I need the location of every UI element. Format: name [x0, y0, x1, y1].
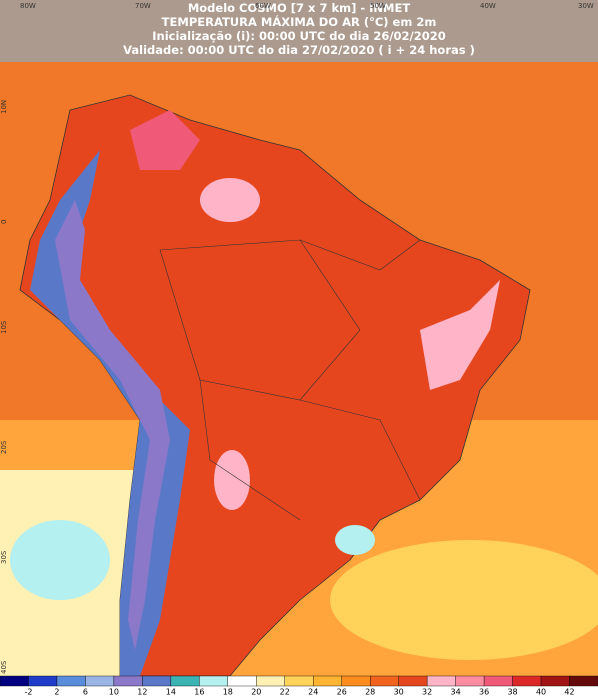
lat-label: 20S: [0, 440, 8, 454]
colorbar-swatch: [341, 675, 371, 687]
colorbar-label: 10: [109, 688, 119, 697]
lon-label: 50W: [370, 2, 386, 10]
hot-paraguay: [214, 450, 250, 510]
hot-north: [130, 110, 200, 170]
colorbar-label: 2: [54, 688, 59, 697]
colorbar-label: 18: [223, 688, 233, 697]
colorbar-label: 24: [308, 688, 318, 697]
colorbar-swatch: [426, 675, 456, 687]
header-line: Modelo COSMO [7 x 7 km] - INMET: [188, 1, 411, 15]
lon-label: 70W: [135, 2, 151, 10]
colorbar-swatch: [28, 675, 58, 687]
colorbar-label: 20: [251, 688, 261, 697]
colorbar-label: 40: [536, 688, 546, 697]
colorbar-swatch: [569, 675, 598, 687]
header-line: Inicialização (i): 00:00 UTC do dia 26/0…: [152, 29, 446, 43]
colorbar-label: 12: [137, 688, 147, 697]
colorbar-label: 42: [564, 688, 574, 697]
colorbar-swatch: [170, 675, 200, 687]
header-line: TEMPERATURA MÁXIMA DO AR (°C) em 2m: [162, 14, 437, 29]
lat-label: 40S: [0, 660, 8, 674]
colorbar-swatch: [85, 675, 115, 687]
colorbar-swatch: [199, 675, 229, 687]
lat-label: 10N: [0, 100, 8, 114]
colorbar-swatch: [227, 675, 257, 687]
border: [199, 239, 421, 521]
colorbar-swatch: [142, 675, 172, 687]
colorbar-swatch: [455, 675, 485, 687]
lon-label: 60W: [255, 2, 271, 10]
colorbar-label: 30: [394, 688, 404, 697]
header-band: [0, 0, 598, 62]
colorbar-swatch: [313, 675, 342, 687]
colorbar-label: 26: [337, 688, 347, 697]
lon-label: 80W: [20, 2, 36, 10]
andes-colder: [55, 200, 170, 650]
colorbar-swatch: [483, 675, 513, 687]
colorbar-label: 38: [507, 688, 517, 697]
colorbar-swatch: [0, 675, 29, 687]
lon-label: 30W: [578, 2, 594, 10]
colorbar-label: 36: [479, 688, 489, 697]
hot-northeast: [420, 280, 500, 390]
hot-guiana: [200, 178, 260, 222]
atlantic-cool: [330, 540, 598, 660]
colorbar-label: 34: [451, 688, 461, 697]
colorbar-swatch: [369, 675, 399, 687]
colorbar-swatch: [512, 675, 542, 687]
colorbar-label: 16: [194, 688, 204, 697]
colorbar-label: 32: [422, 688, 432, 697]
colorbar-swatch: [56, 675, 86, 687]
colorbar-swatch: [256, 675, 285, 687]
colorbar-label: -2: [24, 688, 32, 697]
colorbar-label: 28: [365, 688, 375, 697]
border: [159, 239, 361, 401]
header-line: Validade: 00:00 UTC do dia 27/02/2020 ( …: [123, 43, 475, 57]
colorbar-swatch: [284, 675, 314, 687]
lat-label: 0: [0, 220, 8, 224]
lat-label: 30S: [0, 550, 8, 564]
colorbar-swatch: [540, 675, 570, 687]
colorbar-swatch: [113, 675, 143, 687]
lon-label: 40W: [480, 2, 496, 10]
colorbar-swatch: [398, 675, 428, 687]
colorbar-label: 6: [83, 688, 88, 697]
colorbar-label: 22: [280, 688, 290, 697]
lat-label: 10S: [0, 320, 8, 334]
colorbar-label: 14: [166, 688, 176, 697]
cool-south-brazil: [335, 525, 375, 555]
pacific-cold: [10, 520, 110, 600]
